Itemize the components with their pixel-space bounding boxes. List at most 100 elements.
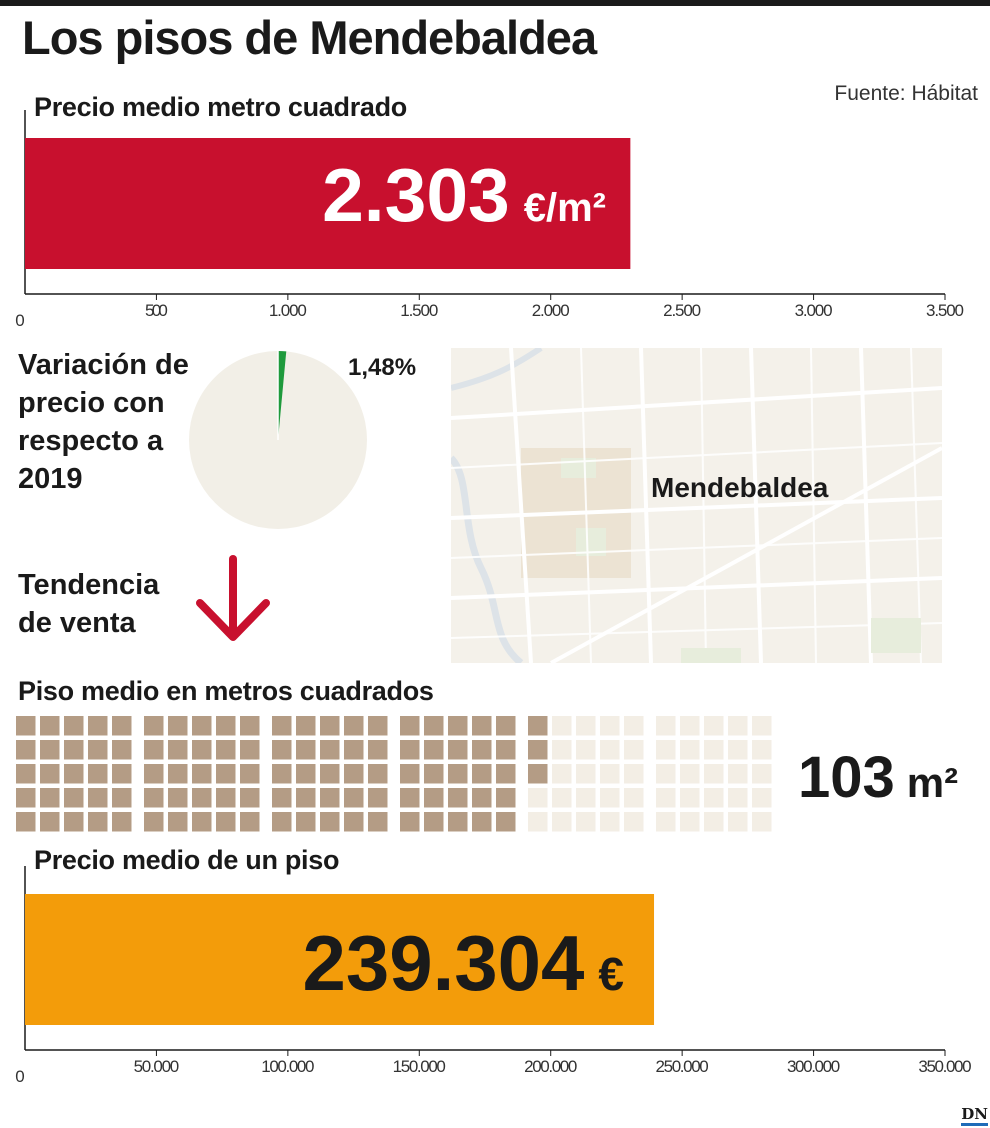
flat-price-value-label: 239.304 € — [26, 918, 624, 1009]
waffle-cell-empty — [704, 740, 724, 760]
waffle-cell-filled — [472, 788, 492, 808]
flat-price-tick-label: 0 — [15, 1067, 24, 1086]
flat-price-title: Precio medio de un piso — [34, 845, 340, 875]
flat-price-unit: € — [598, 948, 624, 1000]
waffle-cell-filled — [320, 764, 340, 784]
waffle-cell-filled — [368, 788, 388, 808]
flat-price-tick-label: 200.000 — [524, 1057, 577, 1076]
waffle-cell-filled — [496, 812, 516, 832]
waffle-cell-filled — [88, 764, 108, 784]
waffle-cell-filled — [448, 812, 468, 832]
waffle-cell-filled — [296, 788, 316, 808]
waffle-cell-filled — [40, 740, 60, 760]
waffle-cell-filled — [448, 740, 468, 760]
waffle-cell-empty — [552, 740, 572, 760]
waffle-cell-filled — [64, 764, 84, 784]
price-m2-tick-label: 500 — [145, 301, 168, 320]
waffle-cell-filled — [168, 812, 188, 832]
waffle-cell-filled — [40, 812, 60, 832]
waffle-cell-filled — [112, 716, 132, 736]
waffle-cell-filled — [424, 788, 444, 808]
waffle-cell-filled — [296, 740, 316, 760]
pie-slice-variation — [278, 351, 287, 440]
waffle-cell-filled — [192, 764, 212, 784]
waffle-cell-filled — [16, 812, 36, 832]
waffle-cell-filled — [296, 716, 316, 736]
waffle-cell-empty — [624, 740, 644, 760]
waffle-cell-empty — [704, 812, 724, 832]
waffle-cell-empty — [752, 740, 772, 760]
waffle-cell-filled — [272, 812, 292, 832]
waffle-cell-filled — [144, 716, 164, 736]
variation-pct-label: 1,48% — [348, 354, 417, 381]
waffle-cell-filled — [64, 740, 84, 760]
price-m2-value: 2.303 — [322, 153, 510, 237]
price-m2-unit: €/m² — [523, 186, 606, 230]
flat-price-tick-label: 100.000 — [261, 1057, 314, 1076]
waffle-cell-filled — [528, 764, 548, 784]
waffle-cell-filled — [216, 788, 236, 808]
waffle-cell-filled — [216, 812, 236, 832]
waffle-cell-filled — [88, 812, 108, 832]
flat-price-value: 239.304 — [302, 919, 585, 1007]
waffle-cell-empty — [576, 788, 596, 808]
flat-price-tick-label: 50.000 — [134, 1057, 180, 1076]
waffle-cell-filled — [400, 740, 420, 760]
trend-title: Tendencia de venta — [18, 569, 160, 639]
price-m2-tick-label: 1.500 — [400, 301, 438, 320]
waffle-cell-filled — [88, 788, 108, 808]
price-m2-title: Precio medio metro cuadrado — [34, 92, 407, 122]
flat-price-tick-label: 300.000 — [787, 1057, 840, 1076]
waffle-cell-filled — [64, 812, 84, 832]
waffle-cell-filled — [192, 740, 212, 760]
waffle-cell-filled — [344, 764, 364, 784]
waffle-cell-filled — [144, 740, 164, 760]
waffle-cell-filled — [496, 740, 516, 760]
waffle-cell-empty — [552, 716, 572, 736]
waffle-cell-filled — [424, 764, 444, 784]
size-unit: m² — [906, 759, 959, 806]
waffle-cell-filled — [320, 812, 340, 832]
waffle-cell-filled — [320, 788, 340, 808]
waffle-cell-empty — [704, 716, 724, 736]
waffle-cell-filled — [88, 740, 108, 760]
waffle-cell-empty — [656, 740, 676, 760]
waffle-cell-empty — [528, 788, 548, 808]
waffle-cell-filled — [296, 764, 316, 784]
flat-price-tick-label: 150.000 — [393, 1057, 446, 1076]
waffle-cell-filled — [16, 716, 36, 736]
waffle-cell-empty — [624, 716, 644, 736]
waffle-cell-filled — [344, 716, 364, 736]
variation-pie — [189, 351, 367, 529]
price-m2-tick-label: 3.500 — [926, 301, 964, 320]
price-m2-tick-label: 2.000 — [532, 301, 570, 320]
waffle-cell-filled — [448, 764, 468, 784]
waffle-cell-filled — [40, 788, 60, 808]
waffle-cell-filled — [368, 740, 388, 760]
variation-title: Variación de precio con respecto a 2019 — [18, 349, 189, 495]
waffle-cell-filled — [216, 740, 236, 760]
waffle-cell-empty — [552, 788, 572, 808]
waffle-cell-empty — [728, 812, 748, 832]
waffle-cell-empty — [752, 716, 772, 736]
price-m2-tick-label: 3.000 — [795, 301, 833, 320]
waffle-cell-empty — [600, 812, 620, 832]
waffle-cell-filled — [496, 764, 516, 784]
price-m2-bar — [25, 138, 631, 269]
waffle-cell-empty — [528, 812, 548, 832]
waffle-cell-filled — [112, 788, 132, 808]
waffle-cell-empty — [624, 788, 644, 808]
waffle-cell-filled — [112, 740, 132, 760]
waffle-cell-filled — [168, 716, 188, 736]
waffle-cell-filled — [144, 764, 164, 784]
waffle-cell-empty — [680, 716, 700, 736]
waffle-cell-empty — [728, 764, 748, 784]
waffle-cell-empty — [752, 812, 772, 832]
waffle-cell-filled — [528, 740, 548, 760]
waffle-cell-filled — [240, 740, 260, 760]
price-m2-tick-label: 0 — [15, 311, 24, 330]
waffle-cell-filled — [240, 716, 260, 736]
waffle-cell-filled — [472, 812, 492, 832]
waffle-cell-filled — [448, 716, 468, 736]
waffle-cell-empty — [680, 812, 700, 832]
